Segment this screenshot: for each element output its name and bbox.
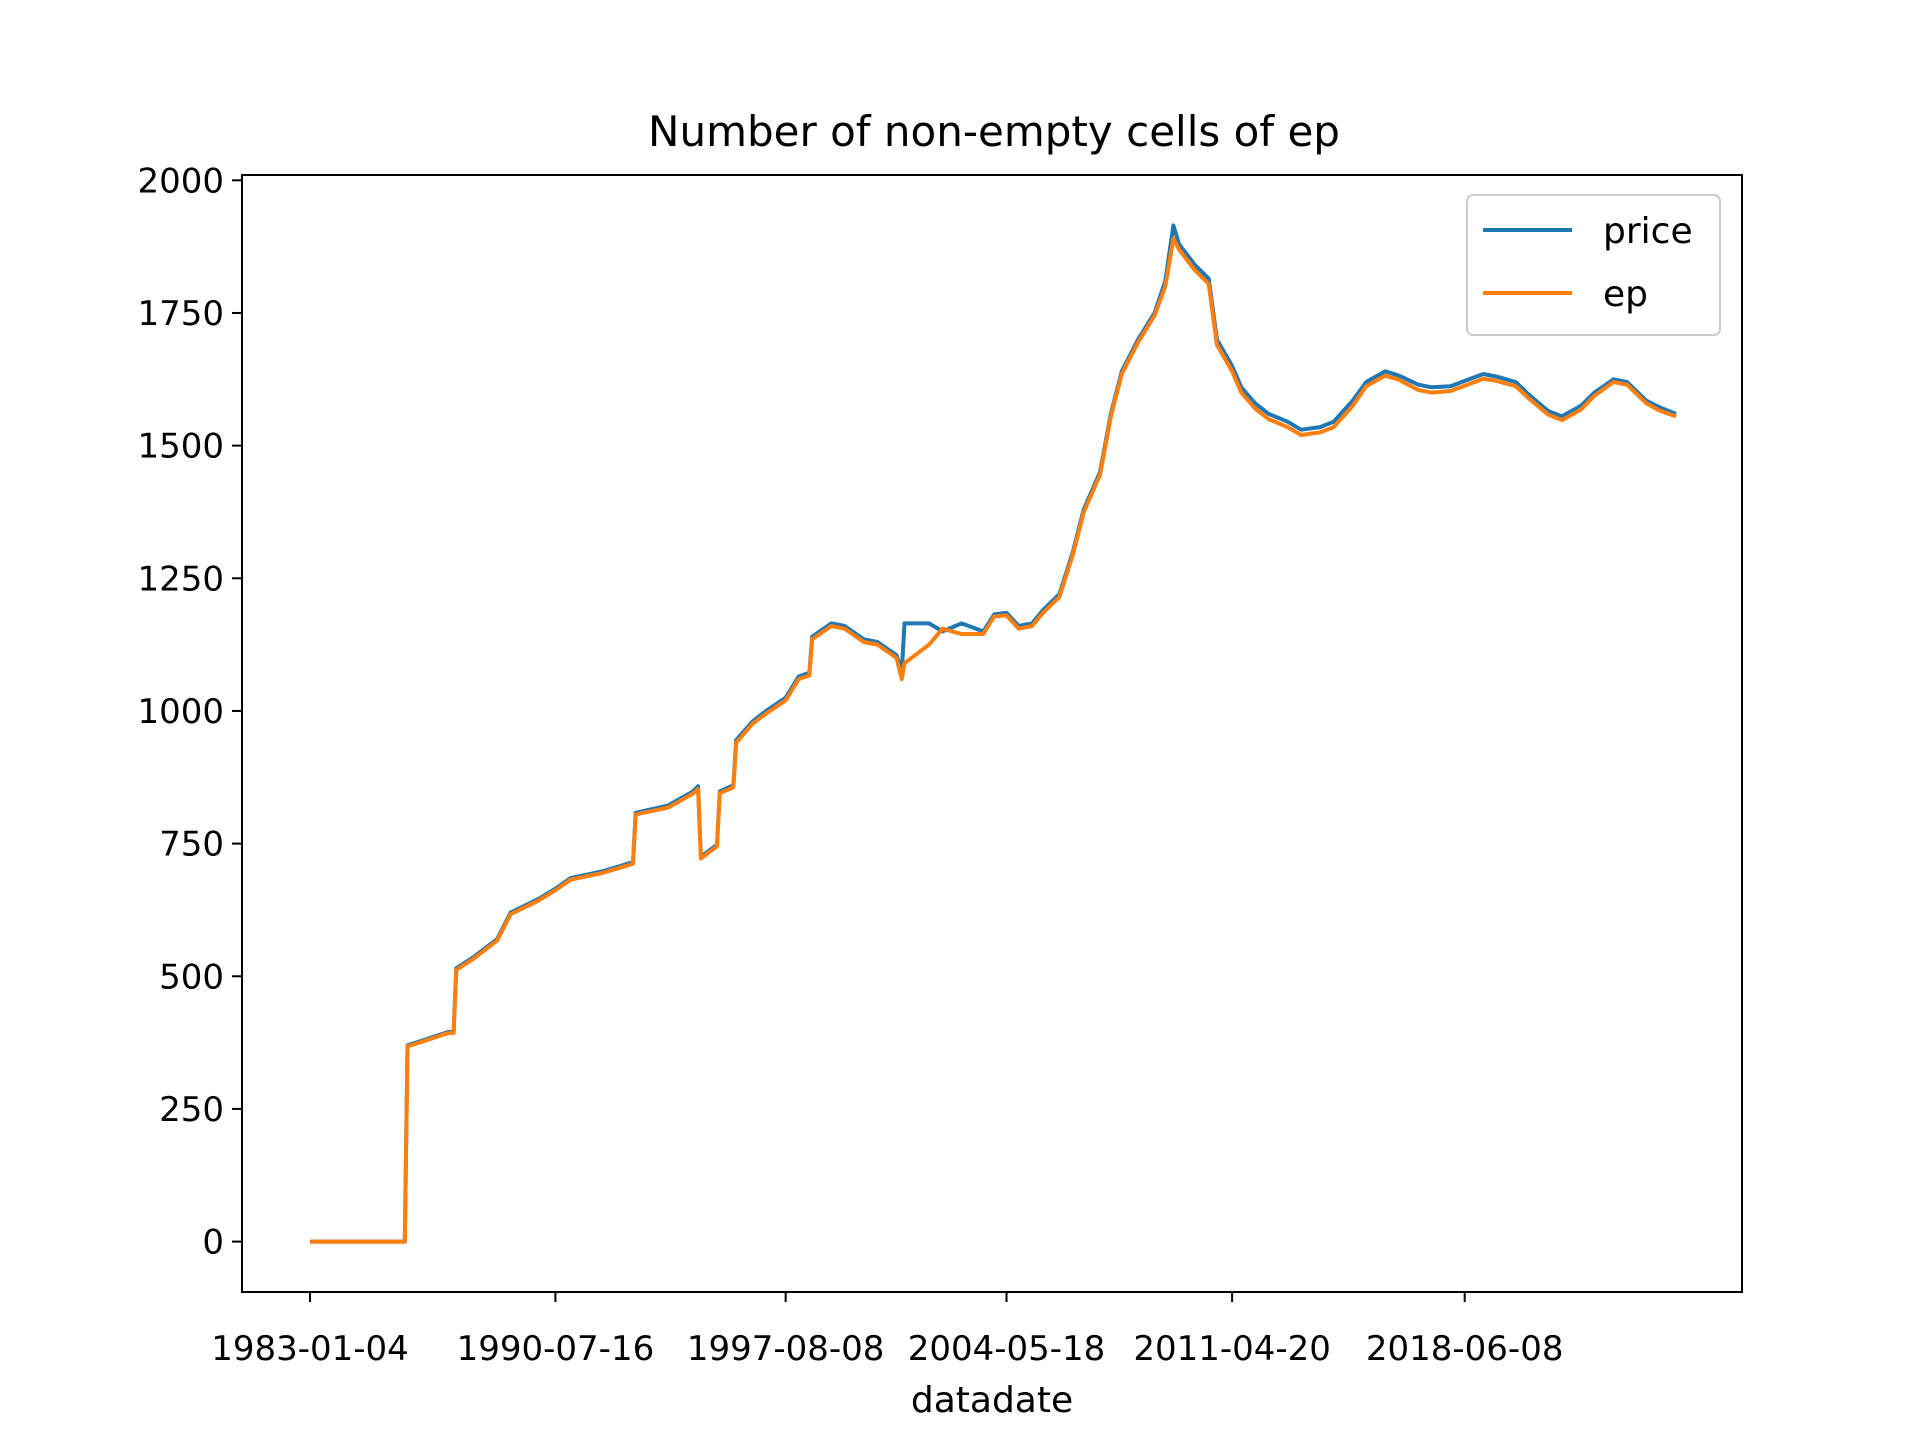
x-tick-label: 1997-08-08 — [687, 1329, 885, 1369]
y-axis: 0 250 500 750 1000 1250 1500 1750 2000 — [137, 161, 242, 1263]
legend: price ep — [1466, 194, 1721, 336]
x-tick-label: 2018-06-08 — [1366, 1329, 1564, 1369]
x-tick-label: 1990-07-16 — [457, 1329, 655, 1369]
x-tick-label: 2011-04-20 — [1133, 1329, 1331, 1369]
y-tick-label: 1750 — [137, 294, 224, 334]
y-tick-label: 1500 — [137, 427, 224, 467]
x-tick-label: 1983-01-04 — [211, 1329, 409, 1369]
legend-label-ep: ep — [1603, 274, 1648, 315]
y-tick-label: 2000 — [137, 161, 224, 201]
x-axis: 1983-01-04 1990-07-16 1997-08-08 2004-05-18… — [211, 1292, 1563, 1369]
y-tick-label: 750 — [159, 825, 224, 865]
y-tick-label: 250 — [159, 1090, 224, 1130]
y-tick-label: 0 — [202, 1223, 224, 1263]
plot-frame — [241, 174, 1743, 1293]
plot-lines — [310, 223, 1677, 1244]
y-tick-label: 1000 — [137, 692, 224, 732]
y-tick-label: 1250 — [137, 559, 224, 599]
x-tick-label: 2004-05-18 — [908, 1329, 1106, 1369]
legend-label-price: price — [1603, 211, 1693, 252]
chart-title: Number of non-empty cells of ep — [648, 107, 1340, 156]
x-axis-label: datadate — [911, 1380, 1073, 1421]
y-tick-label: 500 — [159, 957, 224, 997]
series-line-ep — [310, 236, 1677, 1244]
